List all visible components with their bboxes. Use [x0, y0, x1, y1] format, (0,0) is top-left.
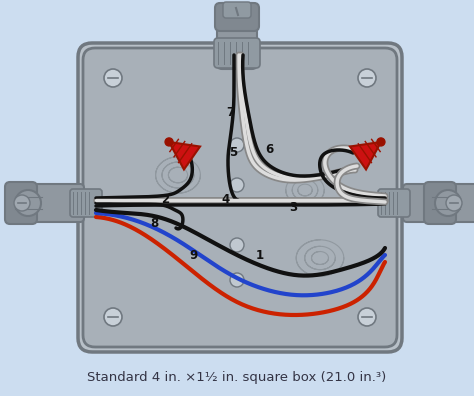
FancyBboxPatch shape: [378, 189, 410, 217]
Circle shape: [165, 138, 173, 146]
Circle shape: [446, 195, 462, 211]
FancyBboxPatch shape: [6, 184, 84, 222]
Circle shape: [104, 308, 122, 326]
FancyBboxPatch shape: [70, 189, 102, 217]
Circle shape: [377, 138, 385, 146]
FancyBboxPatch shape: [215, 3, 259, 31]
Circle shape: [230, 273, 244, 287]
FancyBboxPatch shape: [78, 43, 402, 352]
Text: 1: 1: [255, 249, 264, 262]
Circle shape: [230, 238, 244, 252]
Circle shape: [15, 190, 41, 216]
Text: 6: 6: [265, 143, 273, 156]
FancyBboxPatch shape: [403, 184, 474, 222]
Text: 2: 2: [161, 194, 169, 206]
Circle shape: [358, 308, 376, 326]
Circle shape: [230, 178, 244, 192]
Circle shape: [14, 195, 30, 211]
FancyBboxPatch shape: [83, 48, 397, 347]
Text: 9: 9: [189, 249, 198, 262]
Text: 5: 5: [229, 146, 238, 159]
Text: 7: 7: [226, 107, 234, 119]
Text: 3: 3: [289, 202, 297, 214]
FancyBboxPatch shape: [5, 182, 37, 224]
Text: 8: 8: [150, 217, 158, 230]
FancyBboxPatch shape: [424, 182, 456, 224]
FancyBboxPatch shape: [217, 3, 257, 69]
FancyBboxPatch shape: [223, 2, 251, 18]
Circle shape: [104, 69, 122, 87]
Circle shape: [230, 138, 244, 152]
Polygon shape: [350, 142, 381, 169]
FancyBboxPatch shape: [214, 38, 260, 68]
Circle shape: [358, 69, 376, 87]
Text: 4: 4: [221, 194, 229, 206]
Text: Standard 4 in. ×1½ in. square box (21.0 in.³): Standard 4 in. ×1½ in. square box (21.0 …: [87, 371, 387, 385]
Polygon shape: [169, 142, 200, 169]
Circle shape: [435, 190, 461, 216]
